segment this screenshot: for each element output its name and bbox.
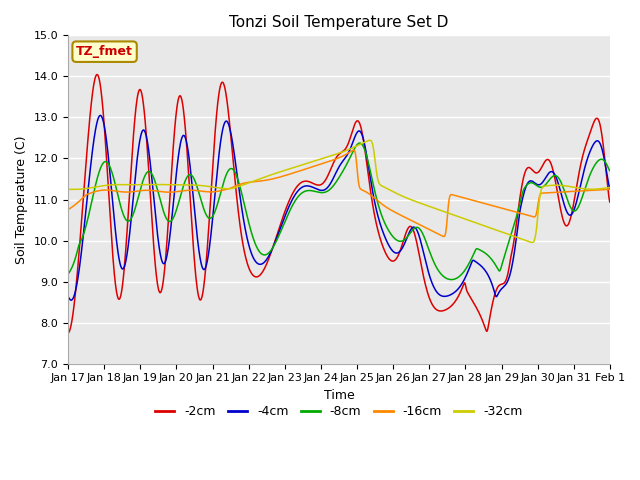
- X-axis label: Time: Time: [324, 389, 355, 402]
- Legend: -2cm, -4cm, -8cm, -16cm, -32cm: -2cm, -4cm, -8cm, -16cm, -32cm: [150, 400, 527, 423]
- Text: TZ_fmet: TZ_fmet: [76, 45, 133, 58]
- Title: Tonzi Soil Temperature Set D: Tonzi Soil Temperature Set D: [229, 15, 449, 30]
- Y-axis label: Soil Temperature (C): Soil Temperature (C): [15, 135, 28, 264]
